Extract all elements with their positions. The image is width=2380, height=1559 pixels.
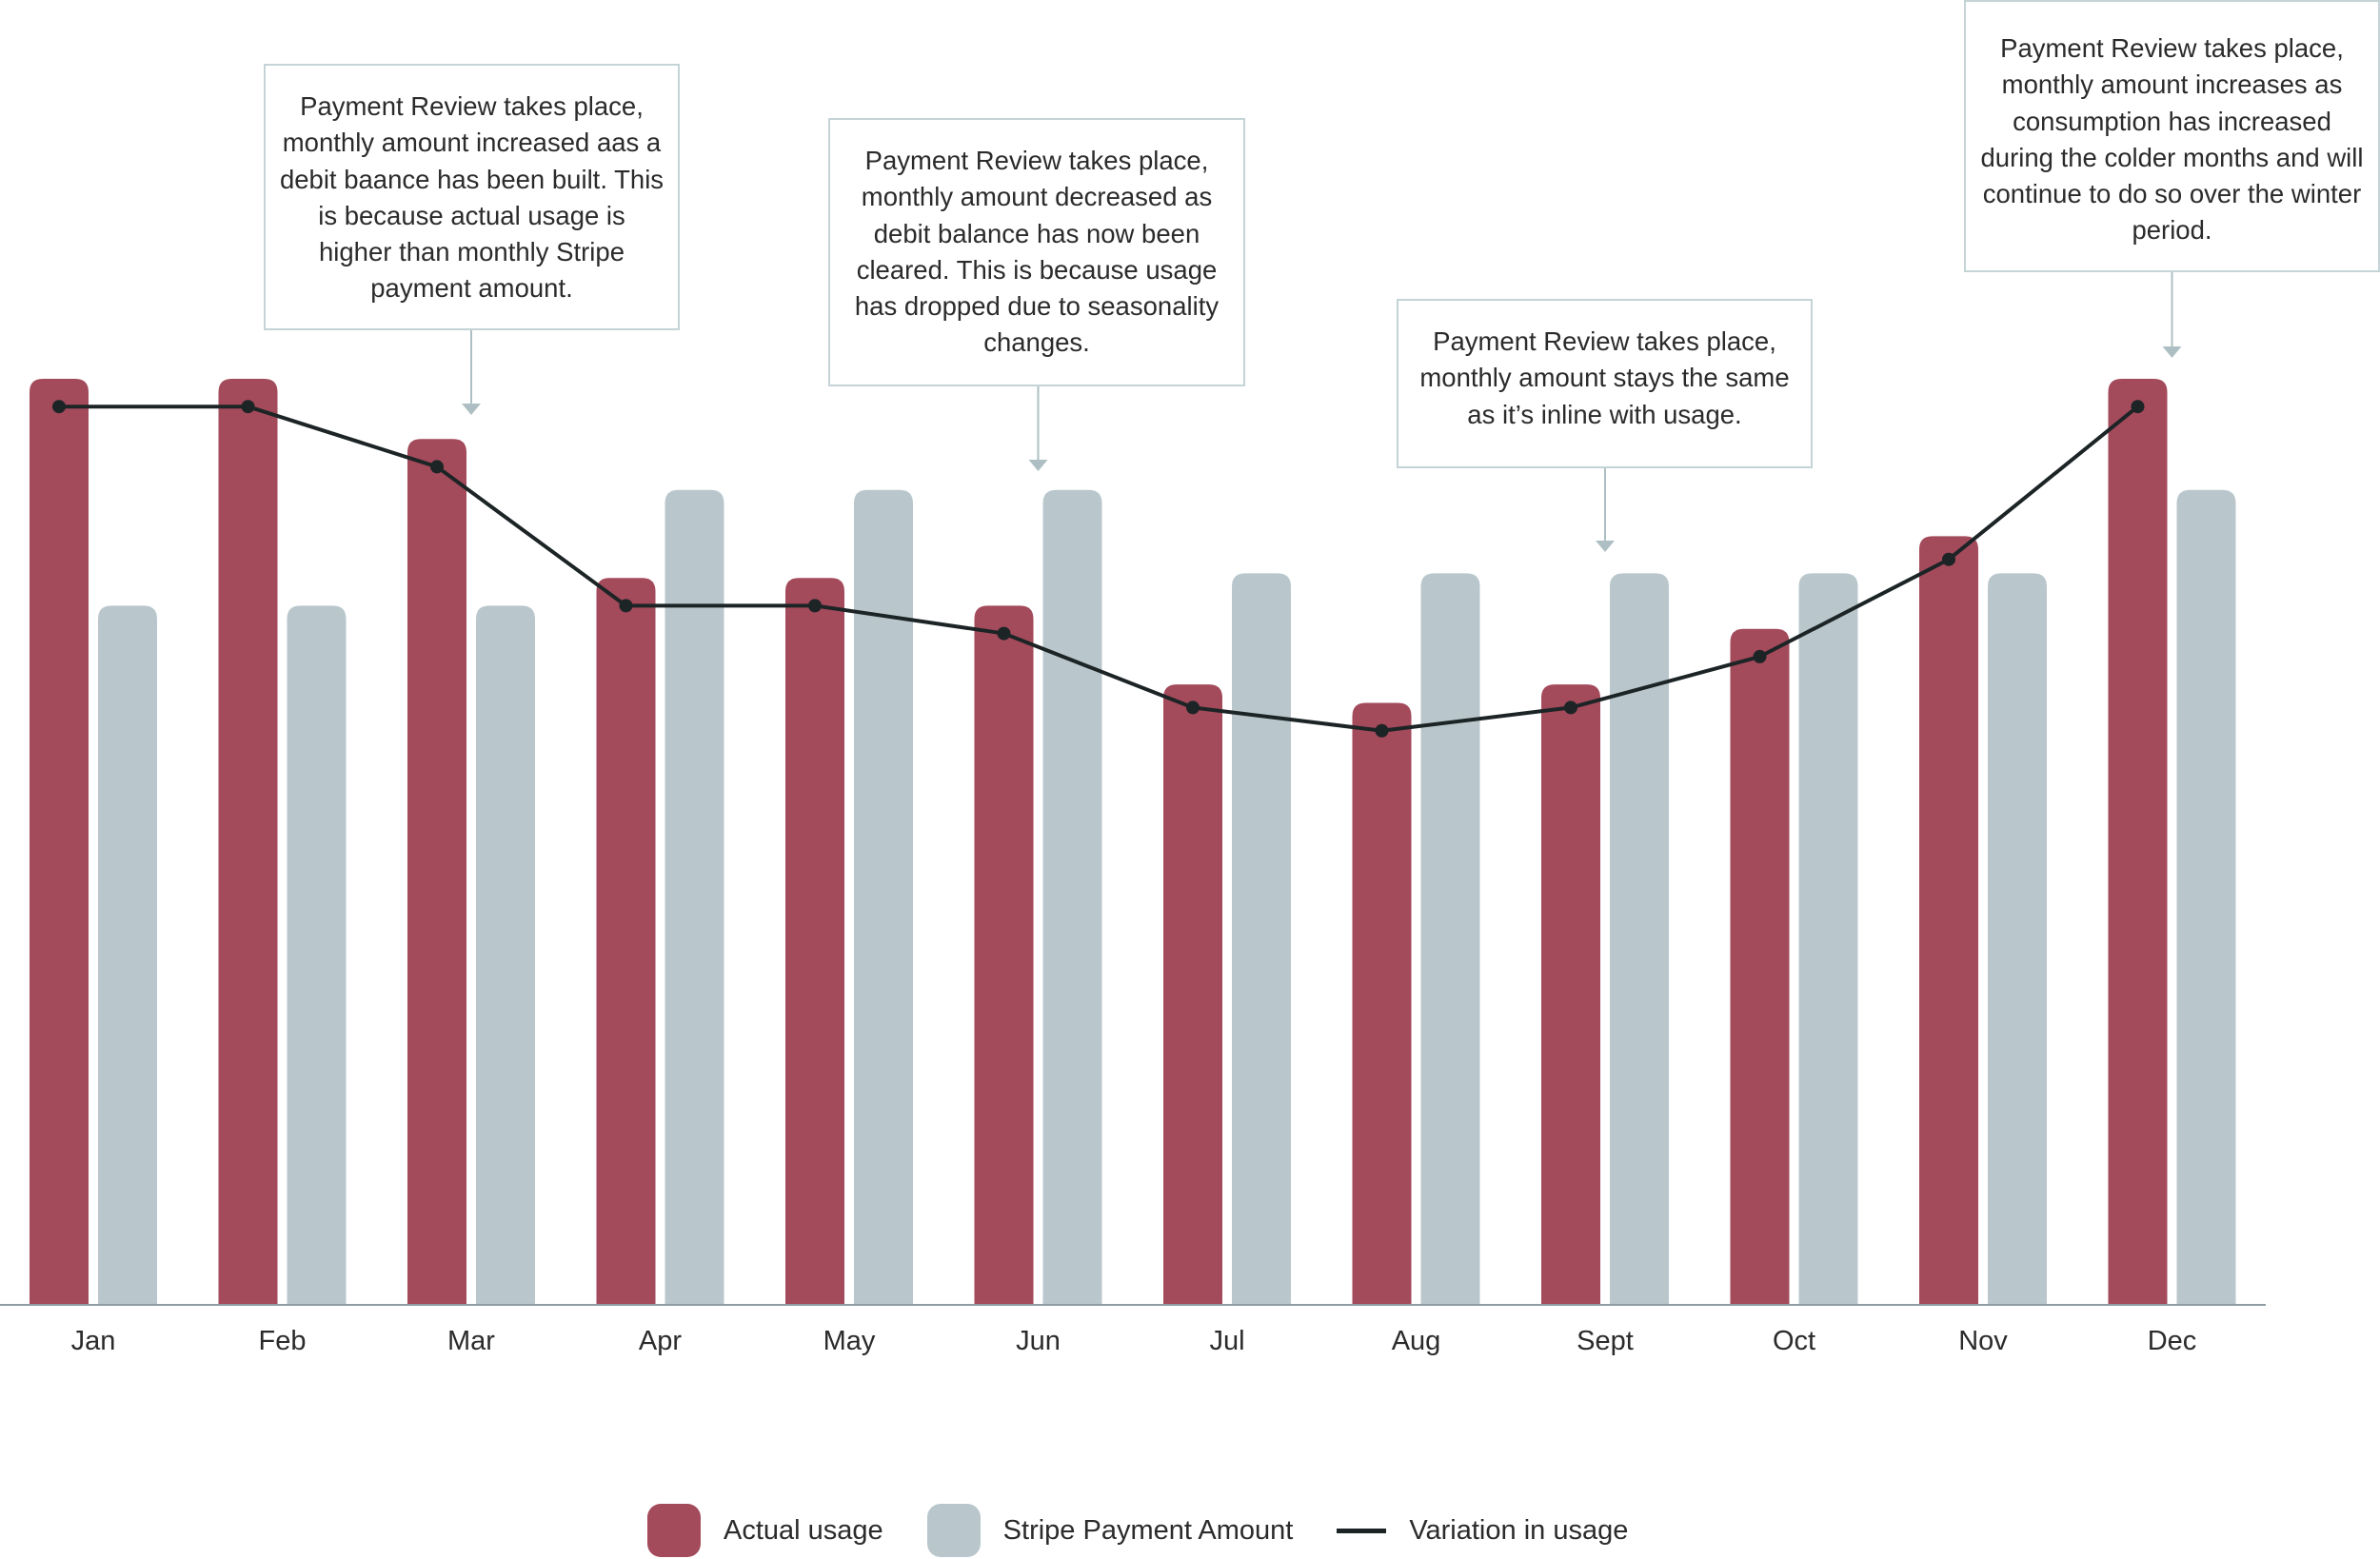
bar-stripe-payment-apr (664, 489, 724, 1305)
callout-arrow-jun (1028, 460, 1048, 471)
point-variation-sept (1564, 701, 1577, 715)
callout-arrow-sep (1596, 541, 1615, 552)
point-variation-jun (997, 626, 1011, 641)
legend-label-actual-usage: Actual usage (724, 1514, 883, 1546)
bar-stripe-payment-feb (287, 605, 347, 1305)
bar-stripe-payment-aug (1420, 573, 1480, 1305)
legend-item-variation: Variation in usage (1337, 1515, 1628, 1547)
bar-actual-usage-jun (974, 605, 1034, 1305)
point-variation-feb (241, 400, 255, 414)
bar-actual-usage-aug (1352, 702, 1412, 1305)
x-tick-label-oct: Oct (1773, 1326, 1815, 1356)
legend-swatch-stripe-payment (926, 1504, 981, 1557)
x-tick-label-apr: Apr (639, 1326, 682, 1356)
legend-item-stripe-payment: Stripe Payment Amount (926, 1504, 1294, 1557)
point-variation-dec (2131, 400, 2145, 414)
point-variation-aug (1375, 723, 1389, 738)
x-tick-label-aug: Aug (1392, 1326, 1441, 1356)
bar-stripe-payment-may (854, 489, 913, 1305)
x-tick-label-jun: Jun (1016, 1326, 1061, 1356)
bar-actual-usage-nov (1919, 536, 1978, 1305)
bar-stripe-payment-sept (1610, 573, 1669, 1305)
bar-stripe-payment-mar (476, 605, 535, 1305)
legend-label-variation: Variation in usage (1409, 1514, 1629, 1546)
bar-stripe-payment-nov (1988, 573, 2047, 1305)
callout-dec: Payment Review takes place, monthly amou… (1964, 0, 2380, 272)
bar-stripe-payment-jul (1232, 573, 1291, 1305)
bar-stripe-payment-dec (2176, 489, 2236, 1305)
bar-stripe-payment-oct (1798, 573, 1858, 1305)
point-variation-oct (1753, 649, 1767, 663)
callout-arrow-mar (462, 404, 481, 415)
x-tick-label-mar: Mar (447, 1326, 495, 1356)
bar-actual-usage-sept (1541, 684, 1600, 1305)
legend-label-stripe-payment: Stripe Payment Amount (1002, 1514, 1294, 1546)
x-tick-label-nov: Nov (1958, 1326, 2008, 1356)
point-variation-apr (619, 599, 633, 613)
x-tick-label-jul: Jul (1209, 1326, 1244, 1356)
bar-actual-usage-feb (218, 379, 278, 1305)
legend: Actual usage Stripe Payment Amount Varia… (647, 1502, 1672, 1559)
x-tick-label-may: May (823, 1326, 876, 1356)
bar-actual-usage-oct (1730, 628, 1790, 1305)
bar-actual-usage-apr (596, 578, 656, 1305)
x-tick-label-feb: Feb (259, 1326, 307, 1356)
x-tick-label-dec: Dec (2148, 1326, 2197, 1356)
x-tick-label-jan: Jan (71, 1326, 116, 1356)
point-variation-nov (1942, 552, 1955, 566)
callout-mar: Payment Review takes place, monthly amou… (264, 64, 680, 330)
point-variation-jul (1186, 701, 1200, 715)
callout-jun: Payment Review takes place, monthly amou… (828, 118, 1245, 386)
callout-sep: Payment Review takes place, monthly amou… (1397, 299, 1813, 468)
bar-stripe-payment-jan (98, 605, 157, 1305)
bar-actual-usage-dec (2108, 379, 2168, 1305)
bar-stripe-payment-jun (1042, 489, 1102, 1305)
x-tick-label-sept: Sept (1577, 1326, 1634, 1356)
bar-actual-usage-jan (30, 379, 89, 1305)
bar-actual-usage-may (785, 578, 844, 1305)
callout-arrow-dec (2162, 346, 2182, 358)
point-variation-jan (52, 400, 66, 414)
legend-swatch-actual-usage (647, 1504, 701, 1557)
legend-swatch-variation (1337, 1528, 1387, 1533)
point-variation-mar (430, 460, 444, 474)
bar-actual-usage-jul (1163, 684, 1222, 1305)
legend-item-actual-usage: Actual usage (647, 1504, 883, 1557)
line-variation-in-usage (59, 405, 2139, 733)
point-variation-may (808, 599, 822, 613)
bar-actual-usage-mar (407, 439, 466, 1305)
